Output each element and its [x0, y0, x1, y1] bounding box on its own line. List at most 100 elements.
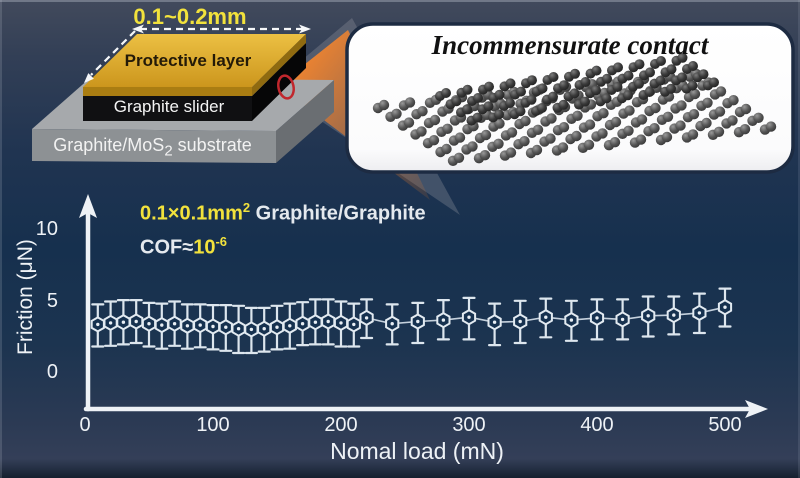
atom-sphere	[473, 93, 483, 103]
substrate-label-prefix: Graphite/MoS	[53, 135, 165, 155]
data-point-center-dot	[723, 305, 727, 309]
atom-sphere	[728, 95, 739, 106]
y-tick-label: 0	[46, 361, 58, 383]
data-point-center-dot	[646, 314, 650, 318]
data-point-center-dot	[288, 324, 292, 328]
data-point-center-dot	[518, 319, 522, 324]
atom-sphere	[677, 72, 687, 83]
atom-sphere	[602, 73, 612, 84]
atom-sphere	[546, 113, 557, 124]
atom-sphere	[591, 65, 602, 76]
atom-sphere	[727, 115, 738, 126]
data-point-center-dot	[313, 320, 318, 324]
atom-sphere	[454, 132, 466, 143]
annotation-cof-sup: -6	[215, 234, 228, 249]
atom-sphere	[441, 88, 451, 98]
atom-sphere	[462, 84, 473, 95]
atom-sphere	[649, 123, 660, 134]
data-point-center-dot	[467, 315, 471, 319]
data-point-center-dot	[121, 320, 126, 324]
atom-sphere	[515, 106, 526, 117]
data-point-center-dot	[300, 322, 305, 326]
atom-sphere	[610, 116, 622, 128]
atom-sphere	[714, 106, 726, 117]
data-point-center-dot	[492, 320, 497, 324]
atom-sphere	[656, 56, 666, 66]
atom-sphere	[570, 68, 580, 79]
atom-sphere	[753, 112, 764, 124]
atom-sphere	[558, 99, 569, 110]
data-point-center-dot	[352, 322, 356, 327]
atom-sphere	[687, 129, 699, 140]
chart-annotation-cof: COF≈10-6	[140, 234, 227, 260]
atom-sphere	[661, 131, 673, 143]
atom-sphere	[662, 111, 674, 123]
atom-sphere	[558, 122, 570, 133]
atom-sphere	[378, 99, 390, 111]
atom-sphere	[520, 115, 531, 127]
atom-sphere	[601, 93, 612, 104]
x-tick-label: 500	[708, 414, 742, 436]
atom-sphere	[650, 102, 661, 114]
data-point-center-dot	[364, 316, 369, 320]
data-point-center-dot	[416, 319, 420, 324]
atom-sphere	[537, 83, 548, 94]
atom-sphere	[571, 130, 582, 142]
atom-sphere	[545, 133, 556, 144]
atom-sphere	[505, 147, 517, 158]
data-point-center-dot	[672, 313, 676, 317]
atom-sphere	[493, 138, 504, 149]
atom-sphere	[557, 142, 569, 153]
dimension-label: 0.1~0.2mm	[133, 4, 247, 29]
substrate-label-sub: 2	[164, 142, 173, 160]
data-point-center-dot	[224, 325, 228, 329]
atom-sphere	[548, 91, 558, 102]
x-tick-label: 100	[196, 414, 230, 436]
atom-sphere	[494, 89, 505, 100]
x-tick-label: 300	[452, 414, 486, 436]
data-point-center-dot	[620, 317, 625, 322]
annotation-cof-value: 10	[193, 236, 216, 259]
data-point-center-dot	[96, 322, 100, 327]
y-tick-label: 10	[35, 218, 58, 240]
substrate-label-suffix: substrate	[172, 135, 252, 155]
atom-sphere	[453, 152, 465, 163]
data-point-center-dot	[134, 319, 138, 324]
dimension-arrow-diagonal	[84, 30, 136, 83]
friction-data-series	[90, 287, 733, 355]
atom-sphere	[505, 98, 515, 108]
substrate-label: Graphite/MoS2 substrate	[40, 135, 265, 160]
atom-sphere	[404, 97, 416, 108]
atom-sphere	[494, 109, 504, 120]
x-tick-label: 0	[79, 414, 91, 436]
atom-sphere	[655, 75, 666, 86]
atom-sphere	[701, 117, 712, 129]
atom-sphere	[462, 104, 472, 115]
atom-sphere	[403, 117, 415, 128]
atom-sphere	[506, 127, 518, 138]
contact-panel-title: Incommensurate contact	[431, 30, 709, 60]
x-tick-label: 200	[324, 414, 358, 436]
atom-sphere	[636, 114, 648, 125]
atom-sphere	[623, 90, 633, 101]
atomic-lattice-illustration	[372, 52, 777, 166]
data-point-center-dot	[326, 319, 330, 324]
atom-sphere	[644, 87, 655, 97]
graphite-slider-label: Graphite slider	[113, 97, 225, 116]
y-tick-label: 5	[46, 289, 58, 312]
data-point-center-dot	[236, 327, 241, 331]
atom-sphere	[441, 143, 452, 155]
atom-sphere	[494, 118, 505, 129]
atom-sphere	[634, 59, 645, 70]
atom-sphere	[580, 77, 591, 87]
atom-sphere	[532, 124, 544, 135]
atom-sphere	[516, 86, 526, 97]
atom-sphere	[572, 110, 583, 122]
data-point-center-dot	[185, 324, 190, 328]
atom-sphere	[531, 144, 543, 156]
data-point-center-dot	[198, 323, 202, 327]
atom-sphere	[623, 125, 634, 136]
atom-sphere	[597, 128, 608, 139]
data-point-center-dot	[441, 318, 446, 322]
